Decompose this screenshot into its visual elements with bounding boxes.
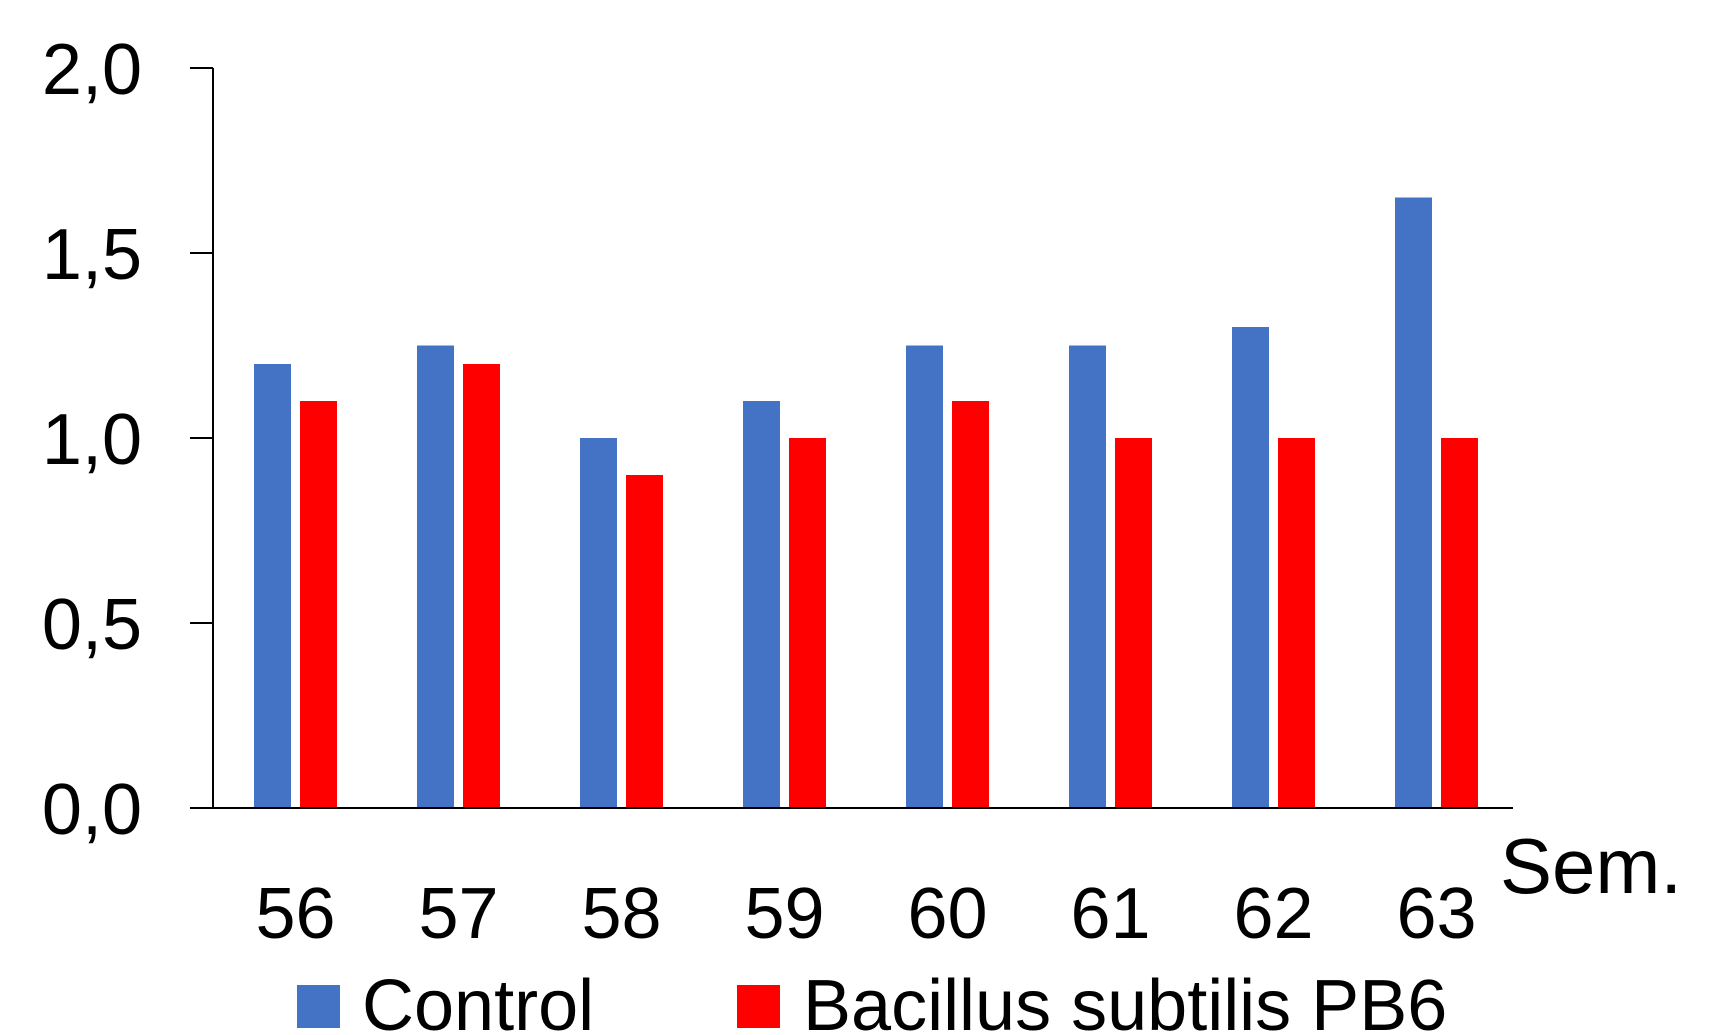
x-tick-label: 59	[744, 874, 824, 954]
y-tick-label: 2,0	[42, 30, 142, 110]
bar-bacillus-62	[1278, 438, 1315, 808]
x-tick-label: 58	[581, 874, 661, 954]
legend-label-control: Control	[362, 966, 594, 1035]
x-tick-label: 60	[907, 874, 987, 954]
bar-bacillus-60	[952, 401, 989, 808]
y-tick-label: 1,0	[42, 400, 142, 480]
y-tick-label: 1,5	[42, 215, 142, 295]
bar-control-60	[906, 345, 943, 808]
legend-label-bacillus: Bacillus subtilis PB6	[803, 966, 1447, 1035]
bar-bacillus-57	[463, 364, 500, 808]
x-tick-label: 62	[1233, 874, 1313, 954]
bar-bacillus-61	[1115, 438, 1152, 808]
bar-control-58	[580, 438, 617, 808]
legend-swatch-control	[297, 985, 340, 1028]
bar-control-56	[254, 364, 291, 808]
bar-control-59	[743, 401, 780, 808]
bar-control-57	[417, 345, 454, 808]
x-axis-labels: 56 57 58 59 60 61 62 63	[255, 874, 1476, 954]
x-tick-label: 61	[1070, 874, 1150, 954]
y-tick-label: 0,0	[42, 770, 142, 850]
bar-bacillus-56	[300, 401, 337, 808]
bar-control-63	[1395, 197, 1432, 808]
bar-control-61	[1069, 345, 1106, 808]
bar-bacillus-59	[789, 438, 826, 808]
bars	[254, 197, 1478, 808]
y-tick-label: 0,5	[42, 585, 142, 665]
x-axis-unit-label: Sem.	[1500, 822, 1682, 910]
y-axis-ticks: 0,0 0,5 1,0 1,5 2,0	[42, 30, 213, 850]
bar-bacillus-63	[1441, 438, 1478, 808]
bar-bacillus-58	[626, 475, 663, 808]
bar-control-62	[1232, 327, 1269, 808]
x-tick-label: 63	[1396, 874, 1476, 954]
x-tick-label: 57	[418, 874, 498, 954]
x-tick-label: 56	[255, 874, 335, 954]
legend: Control Bacillus subtilis PB6	[297, 966, 1447, 1035]
legend-swatch-bacillus	[737, 985, 780, 1028]
